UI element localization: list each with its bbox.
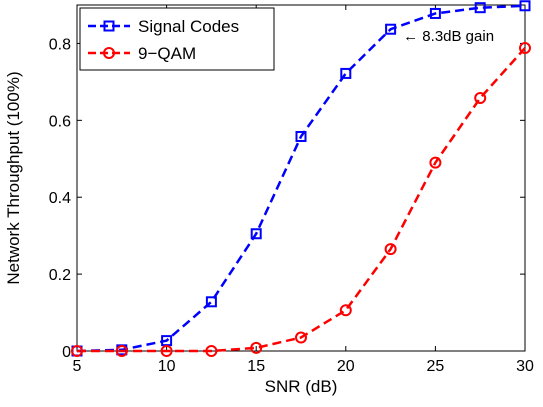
data-point-series-2: [115, 345, 128, 357]
data-point-series-2: [519, 42, 531, 55]
data-point-series-2: [250, 341, 263, 354]
y-tick-label: 0.6: [49, 113, 71, 130]
series-lines: [76, 4, 526, 353]
legend-box: [79, 7, 275, 71]
legend-marker-2: [103, 47, 115, 59]
y-tick-label: 0.2: [49, 267, 71, 284]
data-point-series-2: [205, 345, 218, 357]
y-tick-label: 0.4: [49, 190, 71, 207]
y-tick-label: 0.8: [49, 36, 71, 53]
annotations: ← 8.3dB gain: [403, 28, 494, 45]
annotation-label: ← 8.3dB gain: [403, 28, 494, 45]
legend-marker-1: [103, 20, 115, 32]
data-point-series-2: [71, 345, 83, 357]
x-tick-label: 20: [337, 358, 355, 375]
data-point-series-1: [429, 7, 441, 19]
legend: Signal Codes 9−QAM: [79, 7, 275, 71]
y-axis-label: Network Throughput (100%): [4, 71, 23, 284]
data-point-series-1: [385, 23, 397, 35]
x-axis-label: SNR (dB): [265, 377, 338, 396]
x-tick-label: 10: [158, 358, 176, 375]
data-point-series-2: [384, 243, 397, 256]
data-point-series-1: [519, 0, 531, 12]
data-point-series-1: [205, 296, 217, 308]
x-tick-label: 30: [516, 358, 534, 375]
data-point-series-1: [474, 2, 486, 14]
legend-label-1: Signal Codes: [138, 17, 239, 36]
data-point-series-2: [160, 345, 173, 357]
data-point-series-1: [340, 67, 352, 79]
axis-ticks: 5 10 15 20 25 30 0 0.2 0.4 0.6 0.8: [49, 5, 534, 375]
data-point-series-1: [295, 130, 307, 142]
series-line-2: [77, 47, 526, 353]
x-tick-label: 15: [247, 358, 265, 375]
data-point-series-2: [339, 304, 352, 317]
series-line-1: [76, 4, 526, 353]
x-tick-label: 25: [427, 358, 445, 375]
data-point-series-1: [250, 228, 262, 240]
data-point-series-2: [474, 92, 487, 105]
data-point-series-2: [429, 156, 442, 169]
y-tick-label: 0: [62, 344, 71, 361]
data-point-series-2: [295, 331, 307, 344]
series-markers: [71, 0, 531, 357]
legend-label-2: 9−QAM: [138, 44, 196, 63]
x-tick-label: 5: [73, 358, 82, 375]
